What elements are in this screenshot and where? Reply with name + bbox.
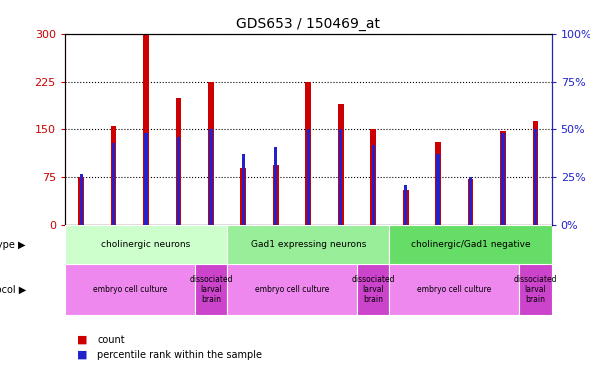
Bar	[500, 131, 506, 225]
Bar	[65, 264, 195, 315]
Text: protocol ▶: protocol ▶	[0, 285, 26, 295]
Bar	[227, 264, 357, 315]
Bar	[80, 174, 83, 225]
Bar	[338, 104, 343, 225]
Bar	[227, 225, 389, 264]
Bar	[389, 225, 552, 264]
Text: Gad1 expressing neurons: Gad1 expressing neurons	[251, 240, 366, 249]
Bar	[372, 145, 375, 225]
Text: ■: ■	[77, 335, 87, 345]
Bar	[111, 126, 116, 225]
Bar	[339, 129, 342, 225]
Bar	[404, 185, 407, 225]
Bar	[195, 264, 227, 315]
Bar	[112, 143, 115, 225]
Text: count: count	[97, 335, 125, 345]
Text: cholinergic/Gad1 negative: cholinergic/Gad1 negative	[411, 240, 530, 249]
Text: embryo cell culture: embryo cell culture	[417, 285, 491, 294]
Bar	[307, 129, 310, 225]
Title: GDS653 / 150469_at: GDS653 / 150469_at	[236, 17, 381, 32]
Bar	[65, 225, 227, 264]
Bar	[534, 129, 537, 225]
Bar	[403, 190, 408, 225]
Text: cell type ▶: cell type ▶	[0, 240, 26, 250]
Bar	[533, 121, 538, 225]
Bar	[241, 168, 246, 225]
Bar	[519, 264, 552, 315]
Bar	[469, 177, 472, 225]
Bar	[437, 154, 440, 225]
Bar	[78, 177, 84, 225]
Bar	[274, 147, 277, 225]
Bar	[208, 82, 214, 225]
Text: embryo cell culture: embryo cell culture	[255, 285, 329, 294]
Bar	[209, 129, 212, 225]
Bar	[176, 98, 181, 225]
Text: dissociated
larval
brain: dissociated larval brain	[189, 274, 232, 304]
Text: percentile rank within the sample: percentile rank within the sample	[97, 350, 263, 360]
Bar	[242, 154, 245, 225]
Bar	[468, 179, 473, 225]
Bar	[502, 134, 504, 225]
Text: embryo cell culture: embryo cell culture	[93, 285, 167, 294]
Bar	[306, 82, 311, 225]
Text: ■: ■	[77, 350, 87, 360]
Bar	[389, 264, 519, 315]
Text: cholinergic neurons: cholinergic neurons	[101, 240, 191, 249]
Bar	[273, 165, 278, 225]
Text: dissociated
larval
brain: dissociated larval brain	[352, 274, 395, 304]
Bar	[357, 264, 389, 315]
Text: dissociated
larval
brain: dissociated larval brain	[514, 274, 557, 304]
Bar	[145, 134, 148, 225]
Bar	[435, 142, 441, 225]
Bar	[177, 137, 180, 225]
Bar	[371, 129, 376, 225]
Bar	[143, 34, 149, 225]
